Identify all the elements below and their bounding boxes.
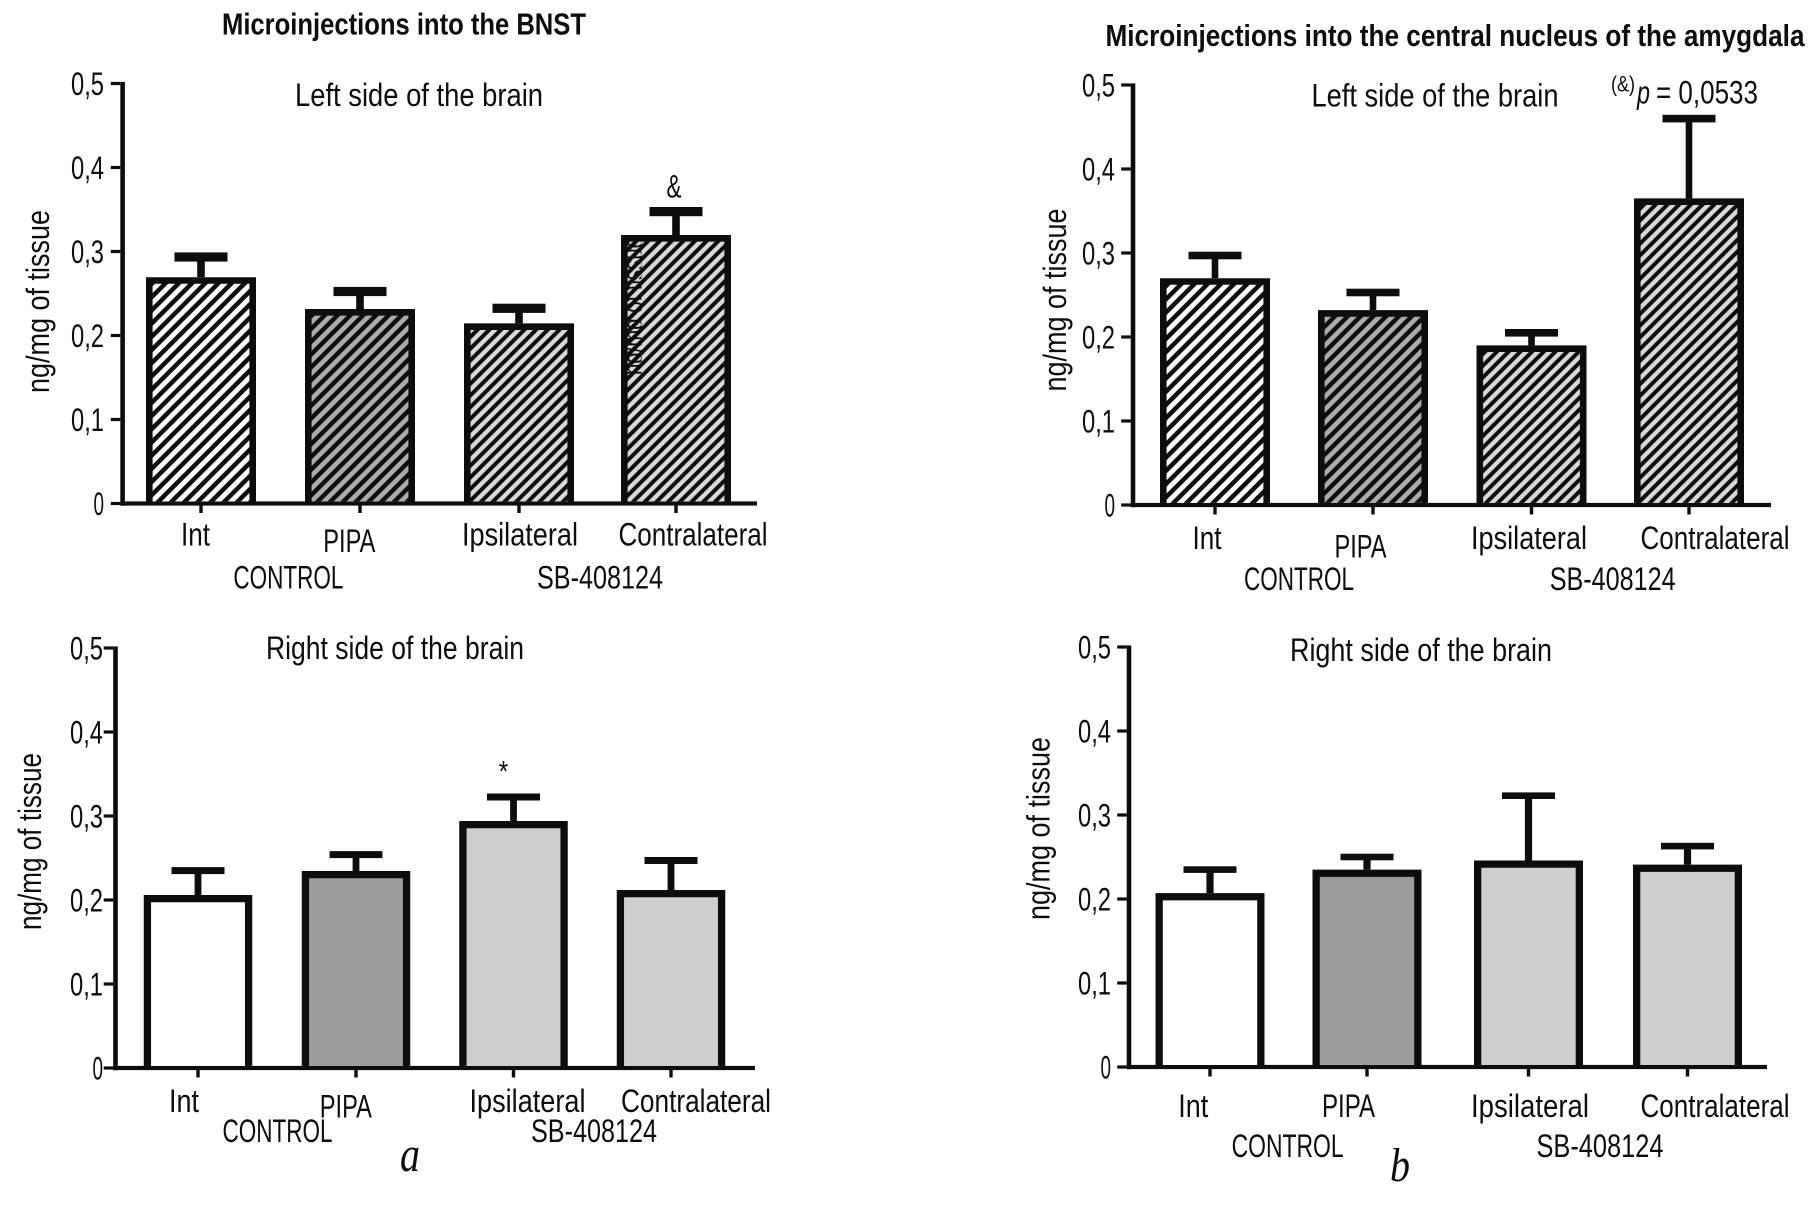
svg-text:SB-408124: SB-408124 [537,560,663,596]
svg-text:ng/mg of tissue: ng/mg of tissue [1037,209,1073,392]
svg-text:Ipsilateral: Ipsilateral [470,1083,586,1119]
svg-text:ng/mg of tissue: ng/mg of tissue [20,210,56,393]
svg-text:0,4: 0,4 [1082,152,1115,188]
svg-text:ng/mg of tissue: ng/mg of tissue [1021,737,1057,920]
svg-text:0,2: 0,2 [70,883,103,919]
svg-text:CONTROL: CONTROL [1244,561,1354,597]
svg-text:CONTROL: CONTROL [233,560,343,596]
svg-text:Contralateral: Contralateral [619,517,768,553]
svg-text:Microinjections into the BNST: Microinjections into the BNST [222,7,586,42]
svg-text:0,4: 0,4 [71,150,104,186]
svg-text:0,3: 0,3 [70,799,103,835]
svg-text:Microinjections into the centr: Microinjections into the central nucleus… [1106,18,1806,53]
svg-text:Int: Int [1178,1088,1208,1124]
svg-text:b: b [1390,1139,1410,1192]
svg-text:0: 0 [1101,1050,1112,1086]
svg-text:Left side of the brain: Left side of the brain [295,77,543,113]
svg-text:0,1: 0,1 [70,967,103,1003]
svg-text:ng/mg of tissue: ng/mg of tissue [12,753,48,930]
svg-text:Right side of the brain: Right side of the brain [266,630,524,666]
svg-text:0,3: 0,3 [71,234,104,270]
svg-text:0,3: 0,3 [1078,798,1111,834]
svg-text:0,1: 0,1 [1082,404,1115,440]
svg-text:0,2: 0,2 [1078,882,1111,918]
svg-text:Left side of the brain: Left side of the brain [1312,78,1559,114]
svg-text:SB-408124: SB-408124 [1537,1128,1664,1164]
svg-text:p: p [1636,75,1650,111]
svg-text:0,3: 0,3 [1082,236,1115,272]
svg-text:Contralateral: Contralateral [1641,1088,1790,1124]
svg-text:0: 0 [1105,488,1116,524]
svg-text:Int: Int [181,517,210,553]
svg-text:0,2: 0,2 [71,318,104,354]
svg-text:PIPA: PIPA [1322,1088,1375,1124]
svg-text:SB-408124: SB-408124 [531,1113,657,1149]
svg-text:a: a [400,1126,420,1182]
svg-text:Right side of the brain: Right side of the brain [1290,632,1552,668]
svg-text:PIPA: PIPA [323,523,375,559]
svg-text:0,4: 0,4 [70,715,103,751]
svg-text:0,5: 0,5 [1082,68,1115,104]
svg-text:Ipsilateral: Ipsilateral [1471,1088,1589,1124]
svg-text:0,1: 0,1 [1078,966,1111,1002]
svg-text:Int: Int [169,1083,199,1119]
svg-text:&: & [667,169,682,205]
svg-text:CONTROL: CONTROL [223,1113,333,1149]
svg-text:ng/mg of tissue: ng/mg of tissue [617,237,650,375]
svg-text:0,5: 0,5 [71,66,104,102]
svg-text:CONTROL: CONTROL [1232,1128,1344,1164]
svg-text:0,5: 0,5 [70,631,103,667]
svg-text:(&): (&) [1611,72,1635,97]
svg-text:PIPA: PIPA [1335,529,1387,565]
svg-text:*: * [499,756,509,789]
svg-text:PIPA: PIPA [320,1089,372,1125]
svg-text:Contralateral: Contralateral [1641,520,1790,556]
svg-text:0,5: 0,5 [1078,630,1111,666]
svg-text:0: 0 [94,486,105,522]
svg-text:0,1: 0,1 [71,402,104,438]
svg-text:Int: Int [1193,520,1222,556]
svg-text:0,2: 0,2 [1082,320,1115,356]
svg-text:= 0,0533: = 0,0533 [1656,75,1758,111]
svg-text:0: 0 [93,1051,104,1087]
svg-text:Ipsilateral: Ipsilateral [462,517,578,553]
svg-text:Ipsilateral: Ipsilateral [1471,520,1587,556]
svg-text:SB-408124: SB-408124 [1550,561,1676,597]
svg-text:0,4: 0,4 [1078,714,1111,750]
svg-text:Contralateral: Contralateral [621,1083,771,1119]
